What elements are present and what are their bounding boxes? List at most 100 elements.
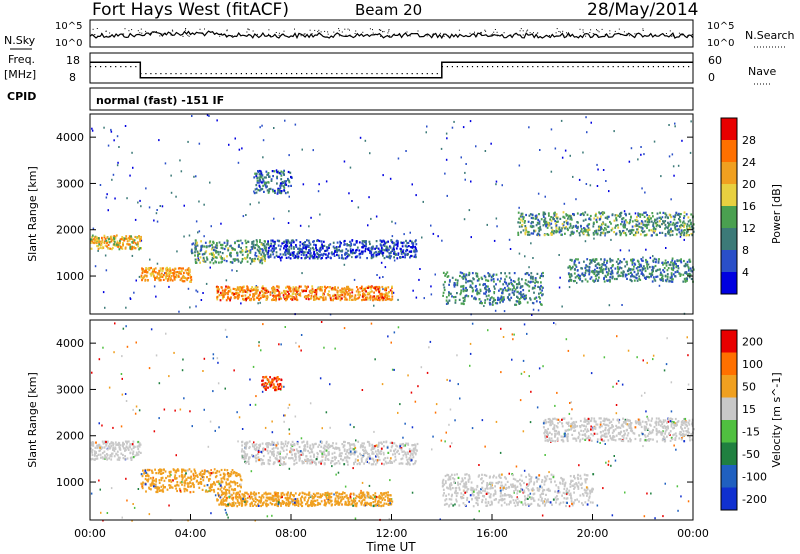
range-gate-cell — [528, 214, 531, 217]
range-gate-cell — [642, 268, 645, 271]
scatter-speck — [440, 439, 443, 442]
range-gate-cell — [274, 247, 276, 250]
range-gate-cell — [667, 232, 670, 235]
range-gate-cell — [95, 241, 98, 245]
range-gate-cell — [597, 273, 600, 276]
noise-search-point — [344, 28, 346, 30]
range-gate-cell — [361, 252, 364, 255]
scatter-speck — [165, 332, 167, 335]
range-gate-cell — [267, 173, 270, 176]
nave-point — [517, 66, 519, 68]
scatter-speck — [542, 365, 544, 368]
range-gate-cell — [182, 267, 184, 270]
range-gate-cell — [391, 295, 394, 298]
range-gate-cell — [690, 213, 693, 216]
scatter-speck — [419, 268, 421, 270]
range-gate-cell — [404, 245, 407, 248]
range-gate-cell — [162, 484, 165, 487]
range-gate-cell — [688, 224, 691, 227]
range-gate-cell — [138, 443, 141, 447]
scatter-speck — [258, 344, 260, 347]
range-gate-cell — [230, 255, 232, 258]
range-gate-cell — [260, 181, 263, 184]
range-gate-cell — [393, 245, 395, 248]
range-gate-cell — [605, 228, 608, 231]
range-gate-cell — [268, 188, 271, 191]
range-gate-cell — [660, 272, 662, 275]
range-gate-cell — [187, 267, 190, 270]
range-gate-cell — [581, 272, 584, 275]
nave-point — [381, 73, 383, 75]
range-gate-cell — [124, 247, 127, 250]
scatter-speck — [641, 187, 643, 190]
range-gate-cell — [165, 277, 168, 280]
scatter-speck — [530, 242, 532, 245]
scatter-speck — [158, 417, 160, 420]
range-gate-cell — [272, 298, 274, 301]
range-gate-cell — [294, 254, 297, 257]
range-gate-cell — [577, 273, 580, 276]
range-gate-cell — [101, 452, 104, 455]
range-gate-cell — [691, 227, 694, 230]
range-gate-cell — [595, 277, 598, 280]
range-gate-cell — [387, 255, 389, 259]
range-gate-cell — [147, 474, 150, 477]
range-gate-cell — [670, 280, 673, 283]
range-gate-cell — [673, 218, 676, 221]
range-gate-cell — [370, 287, 372, 290]
range-gate-cell — [273, 256, 276, 259]
scatter-speck — [266, 515, 269, 518]
range-gate-cell — [259, 185, 261, 189]
range-gate-cell — [554, 222, 557, 225]
noise-search-point — [598, 31, 600, 33]
range-gate-cell — [174, 484, 176, 487]
scatter-speck — [288, 210, 290, 213]
scatter-speck — [258, 181, 260, 184]
range-gate-cell — [158, 273, 161, 276]
range-gate-cell — [664, 259, 667, 262]
range-gate-cell — [333, 247, 336, 250]
range-gate-cell — [346, 298, 348, 301]
range-gate-cell — [210, 488, 213, 492]
range-gate-cell — [601, 213, 604, 216]
range-gate-cell — [668, 279, 671, 282]
range-gate-cell — [569, 268, 572, 271]
scatter-speck — [555, 323, 557, 326]
range-gate-cell — [410, 254, 412, 258]
range-gate-cell — [532, 275, 534, 278]
range-gate-cell — [629, 278, 632, 281]
nave-point — [587, 66, 589, 68]
range-gate-cell — [300, 250, 303, 253]
range-gate-cell — [254, 188, 257, 191]
range-gate-cell — [678, 212, 680, 215]
range-gate-cell — [508, 282, 511, 285]
range-gate-cell — [259, 180, 262, 183]
range-gate-cell — [368, 293, 371, 296]
range-gate-cell — [221, 243, 224, 246]
range-gate-cell — [305, 244, 307, 247]
noise-sky-label: N.Sky — [4, 34, 36, 47]
range-gate-cell — [127, 447, 129, 450]
range-gate-cell — [312, 240, 314, 243]
range-gate-cell — [590, 276, 593, 279]
range-gate-cell — [615, 217, 618, 220]
noise-search-point — [349, 34, 351, 36]
nave-point — [622, 66, 624, 68]
scatter-speck — [257, 302, 259, 305]
range-gate-cell — [553, 213, 556, 216]
noise-search-point — [582, 31, 584, 33]
range-gate-cell — [604, 216, 607, 219]
range-gate-cell — [275, 289, 278, 293]
scatter-speck — [214, 494, 217, 497]
range-gate-cell — [565, 213, 568, 216]
range-gate-cell — [522, 218, 525, 221]
range-gate-cell — [685, 213, 688, 216]
range-gate-cell — [273, 292, 276, 295]
range-gate-cell — [205, 256, 208, 259]
range-gate-cell — [337, 290, 339, 293]
range-gate-cell — [261, 259, 263, 262]
range-gate-cell — [275, 247, 277, 250]
range-gate-cell — [289, 287, 292, 290]
range-gate-cell — [645, 211, 647, 214]
range-gate-cell — [586, 258, 589, 261]
